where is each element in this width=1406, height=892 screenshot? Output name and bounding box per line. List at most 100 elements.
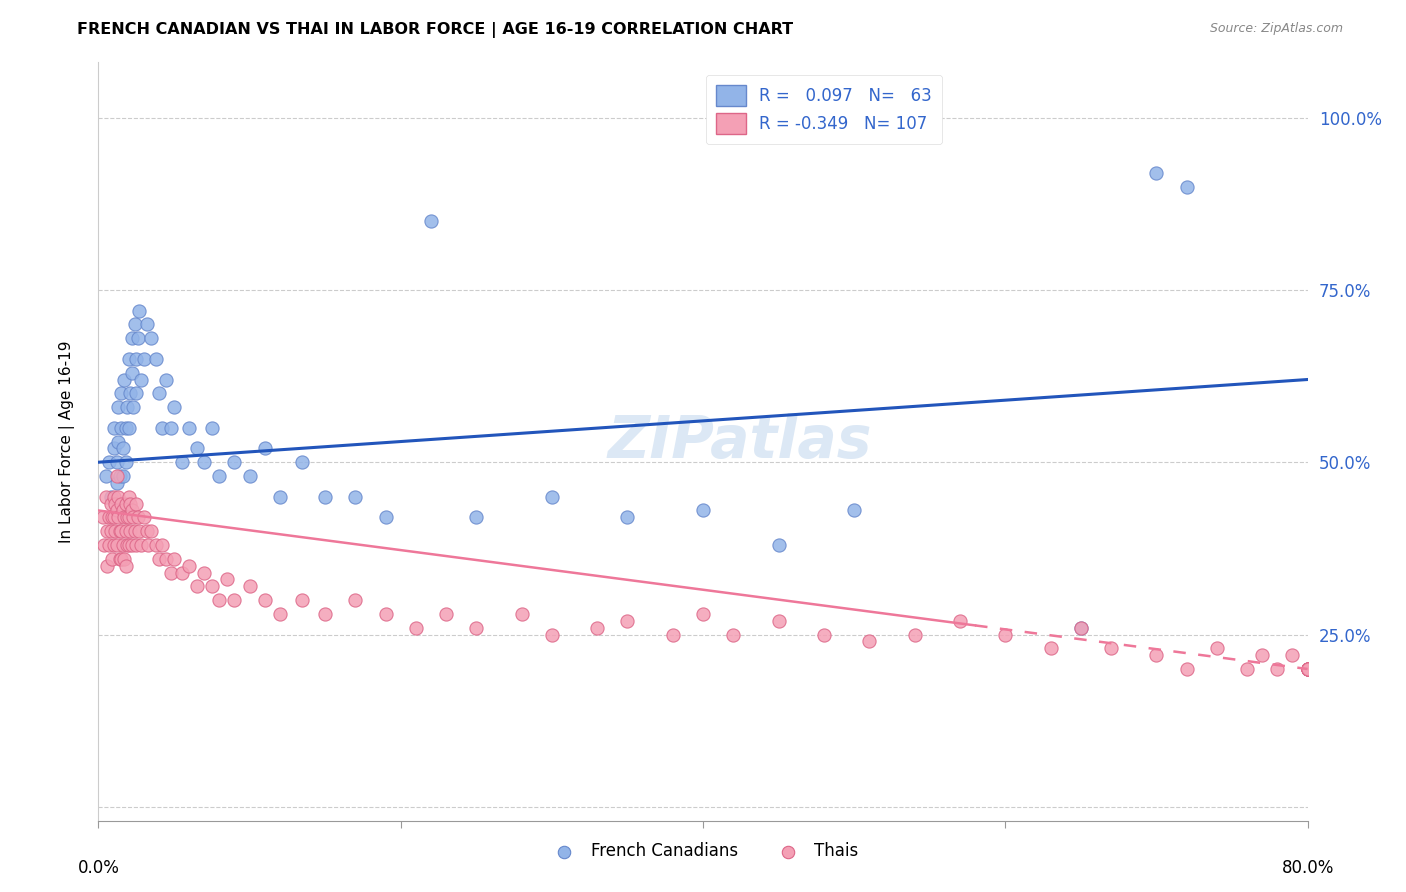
Point — [148, 386, 170, 401]
Point — [1296, 662, 1319, 676]
Point — [107, 510, 129, 524]
Y-axis label: In Labor Force | Age 16-19: In Labor Force | Age 16-19 — [59, 340, 75, 543]
Point — [1039, 641, 1062, 656]
Point — [145, 538, 167, 552]
Point — [813, 627, 835, 641]
Point — [692, 607, 714, 621]
Point — [170, 566, 193, 580]
Point — [1296, 662, 1319, 676]
Point — [465, 510, 488, 524]
Point — [96, 524, 118, 538]
Point — [98, 455, 121, 469]
Point — [269, 607, 291, 621]
Point — [114, 421, 136, 435]
Point — [148, 551, 170, 566]
Point — [465, 621, 488, 635]
Point — [111, 538, 134, 552]
Point — [616, 510, 638, 524]
Point — [110, 386, 132, 401]
Point — [98, 510, 121, 524]
Point — [208, 593, 231, 607]
Point — [135, 318, 157, 332]
Point — [114, 497, 136, 511]
Point — [616, 614, 638, 628]
Point — [103, 510, 125, 524]
Point — [110, 524, 132, 538]
Point — [122, 400, 145, 414]
Point — [405, 621, 427, 635]
Point — [118, 351, 141, 366]
Point — [186, 442, 208, 456]
Point — [692, 503, 714, 517]
Point — [107, 490, 129, 504]
Point — [118, 538, 141, 552]
Point — [108, 551, 131, 566]
Point — [103, 490, 125, 504]
Point — [1175, 179, 1198, 194]
Point — [1281, 648, 1303, 663]
Point — [141, 524, 163, 538]
Point — [179, 421, 201, 435]
Point — [115, 538, 138, 552]
Point — [125, 351, 148, 366]
Point — [103, 538, 125, 552]
Point — [91, 510, 114, 524]
Point — [193, 455, 215, 469]
Point — [160, 421, 183, 435]
Point — [904, 627, 927, 641]
Point — [150, 421, 173, 435]
Point — [141, 331, 163, 345]
Point — [125, 497, 148, 511]
Point — [127, 331, 149, 345]
Point — [129, 372, 152, 386]
Point — [93, 538, 115, 552]
Point — [193, 566, 215, 580]
Point — [540, 490, 562, 504]
Point — [179, 558, 201, 573]
Point — [121, 538, 143, 552]
Point — [98, 538, 121, 552]
Point — [94, 469, 117, 483]
Point — [1099, 641, 1122, 656]
Point — [1267, 662, 1289, 676]
Point — [150, 538, 173, 552]
Point — [1296, 662, 1319, 676]
Point — [118, 510, 141, 524]
Point — [314, 607, 336, 621]
Point — [215, 573, 238, 587]
Point — [120, 497, 142, 511]
Point — [132, 351, 155, 366]
Point — [111, 469, 134, 483]
Point — [586, 621, 609, 635]
Point — [136, 538, 159, 552]
Point — [723, 627, 745, 641]
Point — [1236, 662, 1258, 676]
Legend: French Canadians, Thais: French Canadians, Thais — [541, 836, 865, 867]
Point — [108, 524, 131, 538]
Point — [114, 455, 136, 469]
Text: 80.0%: 80.0% — [1281, 858, 1334, 877]
Point — [120, 386, 142, 401]
Point — [1070, 621, 1092, 635]
Text: FRENCH CANADIAN VS THAI IN LABOR FORCE | AGE 16-19 CORRELATION CHART: FRENCH CANADIAN VS THAI IN LABOR FORCE |… — [77, 22, 793, 38]
Point — [114, 524, 136, 538]
Point — [121, 366, 143, 380]
Point — [224, 455, 246, 469]
Point — [107, 400, 129, 414]
Text: 0.0%: 0.0% — [77, 858, 120, 877]
Point — [314, 490, 336, 504]
Point — [122, 510, 145, 524]
Point — [105, 503, 128, 517]
Point — [155, 372, 177, 386]
Point — [129, 538, 152, 552]
Point — [94, 490, 117, 504]
Point — [96, 558, 118, 573]
Point — [104, 524, 127, 538]
Point — [374, 510, 396, 524]
Point — [101, 551, 124, 566]
Point — [110, 497, 132, 511]
Text: ZIPatlas: ZIPatlas — [607, 413, 872, 470]
Point — [125, 538, 148, 552]
Point — [120, 524, 142, 538]
Point — [374, 607, 396, 621]
